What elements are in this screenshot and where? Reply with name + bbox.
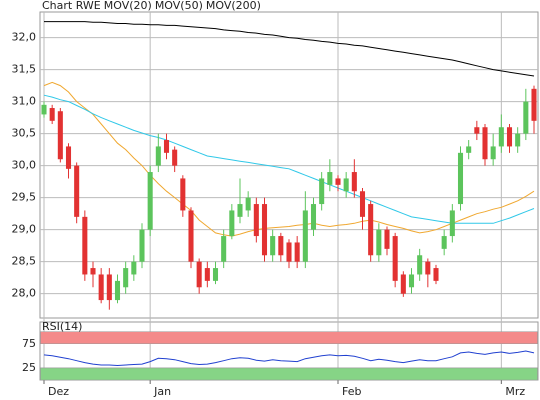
candle-body [523, 101, 529, 134]
y-tick-label: 28,0 [12, 287, 37, 300]
candle-body [196, 261, 202, 288]
candle-body [482, 127, 488, 160]
candle-body [204, 268, 210, 281]
y-tick-label: 75 [22, 337, 36, 350]
candle-body [65, 146, 72, 169]
rsi-band [40, 367, 538, 381]
candle-body [441, 236, 447, 249]
candle-body [302, 210, 308, 262]
y-tick-label: 28,5 [12, 255, 37, 268]
candle-body [155, 146, 161, 166]
candle-body [368, 204, 374, 256]
candle-body [286, 242, 292, 262]
legend-title: Chart RWE [42, 0, 101, 12]
candle-body [180, 178, 186, 211]
candle-body [319, 178, 325, 205]
candle-body [384, 229, 390, 249]
y-tick-label: 30,0 [12, 159, 37, 172]
y-tick-label: 29,5 [12, 191, 37, 204]
candle-body [139, 229, 145, 262]
candle-body [474, 127, 480, 134]
y-tick-label: 29,0 [12, 223, 37, 236]
candle-body [433, 268, 439, 281]
candle-body [221, 236, 227, 262]
y-tick-label: 30,5 [12, 127, 37, 140]
candle-body [351, 172, 357, 192]
x-tick-label: Feb [342, 385, 361, 398]
candle-body [57, 111, 63, 160]
candle-body [114, 280, 121, 301]
candle-body [212, 268, 219, 281]
candle-body [466, 146, 472, 153]
candle-body [425, 261, 431, 275]
candle-body [449, 210, 455, 237]
candle-body [498, 127, 504, 147]
candle-body [147, 172, 153, 230]
candle-body [41, 104, 47, 115]
candle-body [270, 236, 276, 256]
candle-body [310, 204, 317, 230]
candle-body [417, 255, 423, 275]
legend-entry: MOV(50) [155, 0, 203, 12]
candle-body [278, 236, 284, 256]
candle-body [188, 210, 194, 262]
candle-body [245, 197, 251, 211]
candle-body [359, 191, 366, 217]
candle-body [515, 133, 521, 147]
panel-title: RSI(14) [42, 320, 82, 333]
candle-body [237, 204, 243, 217]
x-tick-label: Dez [48, 385, 69, 398]
y-tick-label: 31,5 [12, 63, 37, 76]
candle-body [335, 178, 341, 185]
candle-body [106, 274, 112, 301]
candle-body [261, 204, 268, 256]
candle-body [506, 127, 513, 147]
candle-body [531, 88, 537, 121]
candle-body [229, 210, 235, 237]
y-tick-label: 25 [22, 361, 36, 374]
candle-body [343, 178, 349, 192]
x-tick-label: Mrz [505, 385, 525, 398]
candle-body [490, 146, 496, 160]
x-tick-label: Jan [153, 385, 171, 398]
rsi-band [40, 331, 538, 344]
candle-body [82, 216, 88, 275]
candle-body [172, 149, 178, 166]
candle-body [123, 268, 129, 288]
candle-body [327, 172, 333, 185]
price-panel [39, 11, 539, 319]
candle-body [400, 274, 406, 294]
candle-body [49, 108, 55, 121]
candle-body [376, 229, 382, 256]
candle-body [457, 152, 464, 205]
candle-body [253, 204, 259, 237]
legend-entry: MOV(200) [206, 0, 261, 12]
candle-body [74, 165, 80, 217]
candle-body [131, 261, 137, 275]
legend-entry: MOV(20) [104, 0, 152, 12]
candle-body [90, 268, 96, 275]
candle-body [408, 274, 415, 288]
candle-body [392, 236, 398, 281]
rsi-line [43, 350, 535, 367]
candle-body [163, 140, 170, 153]
ma-line [44, 21, 535, 77]
legend: Chart RWE MOV(20) MOV(50) MOV(200) [42, 0, 261, 12]
y-tick-label: 31,0 [12, 95, 37, 108]
candle-body [294, 242, 300, 262]
y-tick-label: 32,0 [12, 31, 37, 44]
candle-body [98, 274, 104, 301]
